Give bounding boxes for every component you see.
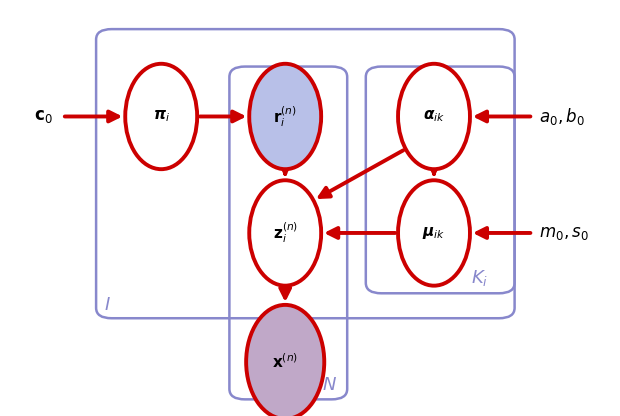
Text: $\mathbf{x}^{(n)}$: $\mathbf{x}^{(n)}$ xyxy=(272,353,298,371)
Text: $\boldsymbol{\mu}_{ik}$: $\boldsymbol{\mu}_{ik}$ xyxy=(422,225,446,241)
Text: $I$: $I$ xyxy=(104,296,111,314)
Ellipse shape xyxy=(249,64,321,169)
Text: $m_0, s_0$: $m_0, s_0$ xyxy=(539,224,589,242)
Text: $a_0, b_0$: $a_0, b_0$ xyxy=(539,106,585,127)
Text: $\boldsymbol{\alpha}_{ik}$: $\boldsymbol{\alpha}_{ik}$ xyxy=(423,109,445,124)
Ellipse shape xyxy=(246,305,324,416)
Ellipse shape xyxy=(125,64,197,169)
Ellipse shape xyxy=(398,64,470,169)
Ellipse shape xyxy=(398,180,470,286)
Text: $\mathbf{c}_0$: $\mathbf{c}_0$ xyxy=(34,107,53,126)
Text: $\boldsymbol{\pi}_i$: $\boldsymbol{\pi}_i$ xyxy=(153,109,170,124)
Text: $N$: $N$ xyxy=(322,376,337,394)
Text: $\mathbf{z}_i^{(n)}$: $\mathbf{z}_i^{(n)}$ xyxy=(273,220,298,245)
Ellipse shape xyxy=(249,180,321,286)
Text: $\mathbf{r}_i^{(n)}$: $\mathbf{r}_i^{(n)}$ xyxy=(273,104,297,129)
Text: $K_i$: $K_i$ xyxy=(471,268,489,288)
